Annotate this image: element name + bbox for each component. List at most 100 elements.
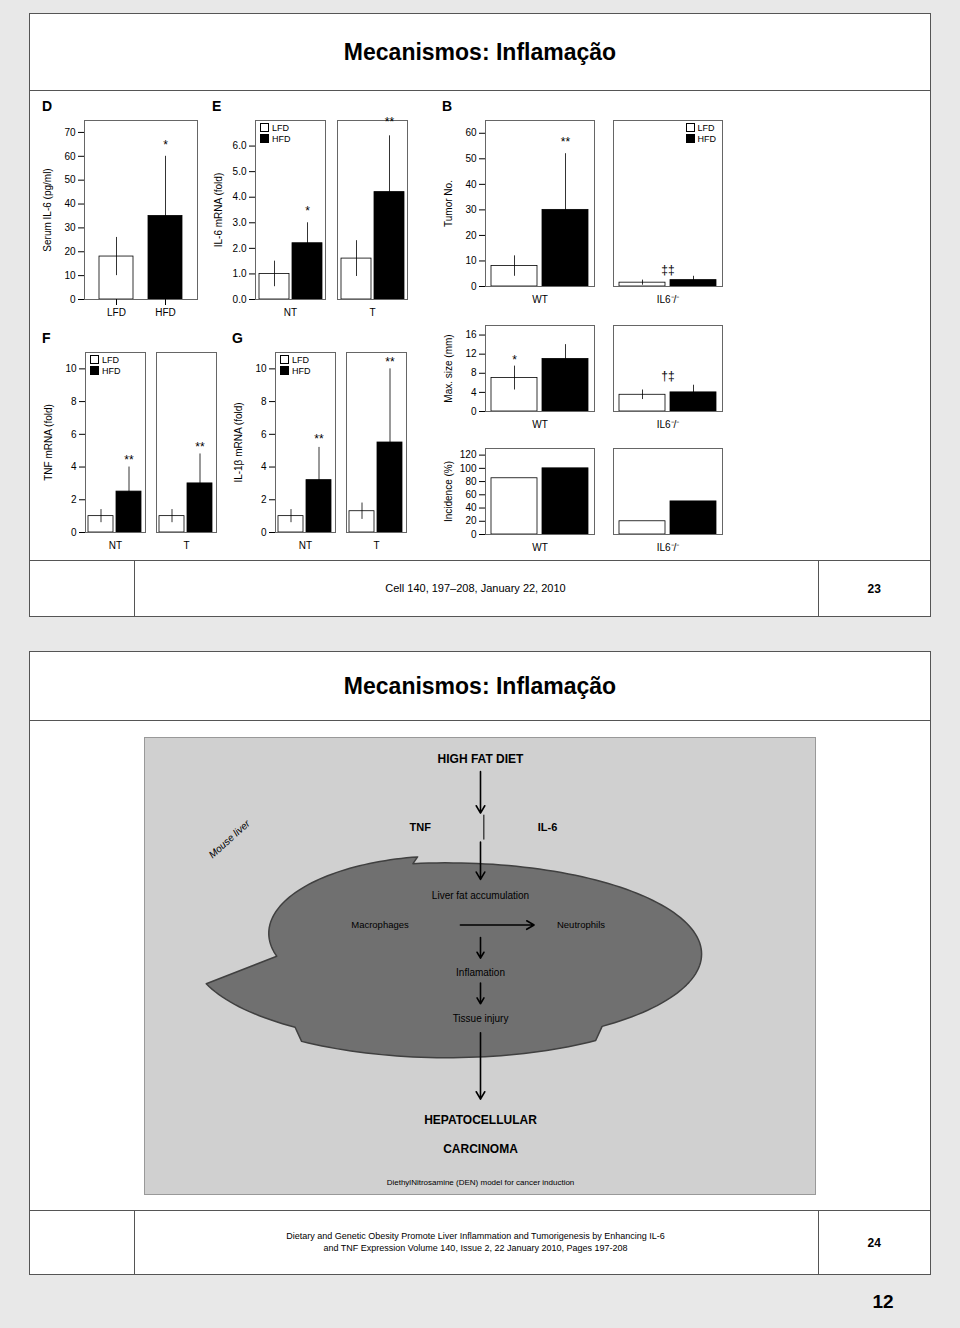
svg-text:5.0: 5.0: [233, 166, 247, 177]
html-text:Mecanismos: Inflamação: Mecanismos: Inflamação: [343, 672, 617, 699]
svg-text:0: 0: [71, 527, 77, 538]
svg-text:NT: NT: [284, 307, 297, 318]
svg-text:HIGH FAT DIET: HIGH FAT DIET: [438, 752, 524, 766]
svg-text:0: 0: [471, 529, 477, 540]
svg-text:4.0: 4.0: [233, 191, 247, 202]
svg-text:IL6⁻/⁻: IL6⁻/⁻: [657, 542, 681, 553]
svg-text:20: 20: [465, 230, 477, 241]
svg-text:WT: WT: [532, 419, 548, 430]
svg-text:80: 80: [465, 476, 477, 487]
svg-text:4: 4: [471, 387, 477, 398]
html-text:B: B: [442, 98, 453, 114]
svg-text:HFD: HFD: [155, 307, 176, 318]
svg-text:*: *: [512, 353, 517, 367]
svg-text:CARCINOMA: CARCINOMA: [443, 1142, 518, 1156]
svg-text:40: 40: [465, 179, 477, 190]
svg-text:**: **: [195, 440, 205, 454]
svg-text:2: 2: [261, 494, 267, 505]
svg-text:8: 8: [471, 367, 477, 378]
svg-text:**: **: [124, 453, 134, 467]
svg-text:**: **: [385, 115, 395, 129]
svg-text:Tumor No.: Tumor No.: [443, 180, 454, 227]
svg-text:2: 2: [71, 494, 77, 505]
svg-text:100: 100: [460, 463, 477, 474]
svg-text:Serum IL-6 (pg/ml): Serum IL-6 (pg/ml): [42, 168, 53, 251]
svg-text:0: 0: [471, 281, 477, 292]
html-text:G: G: [232, 330, 243, 346]
svg-text:‡‡: ‡‡: [661, 263, 674, 277]
html-text:23: 23: [867, 581, 881, 596]
svg-text:TNF: TNF: [410, 821, 432, 833]
svg-text:Macrophages: Macrophages: [351, 919, 409, 930]
html-text:D: D: [42, 98, 53, 114]
svg-text:70: 70: [64, 127, 76, 138]
svg-text:Inflamation: Inflamation: [456, 967, 505, 978]
svg-text:6.0: 6.0: [233, 140, 247, 151]
svg-text:10: 10: [65, 363, 77, 374]
svg-text:60: 60: [465, 127, 477, 138]
svg-text:**: **: [561, 135, 571, 149]
svg-text:16: 16: [465, 329, 477, 340]
svg-text:IL6⁻/⁻: IL6⁻/⁻: [657, 294, 681, 305]
svg-text:8: 8: [261, 396, 267, 407]
svg-text:2.0: 2.0: [233, 243, 247, 254]
svg-text:Mouse liver: Mouse liver: [206, 817, 252, 860]
svg-text:IL-6 mRNA (fold): IL-6 mRNA (fold): [213, 173, 224, 247]
svg-text:*: *: [163, 138, 168, 152]
svg-text:1.0: 1.0: [233, 268, 247, 279]
svg-text:NT: NT: [299, 540, 312, 551]
svg-text:0.0: 0.0: [233, 294, 247, 305]
svg-text:10: 10: [465, 255, 477, 266]
svg-text:20: 20: [64, 246, 76, 257]
svg-text:Incidence (%): Incidence (%): [443, 461, 454, 522]
svg-text:*: *: [305, 204, 310, 218]
svg-text:40: 40: [465, 502, 477, 513]
svg-text:IL-1β mRNA (fold): IL-1β mRNA (fold): [233, 402, 244, 482]
html-text:24: 24: [867, 1235, 881, 1250]
svg-text:IL6⁻/⁻: IL6⁻/⁻: [657, 419, 681, 430]
svg-text:DiethylNitrosamine (DEN) model: DiethylNitrosamine (DEN) model for cance…: [387, 1178, 575, 1187]
svg-text:Neutrophils: Neutrophils: [557, 919, 605, 930]
svg-text:**: **: [314, 432, 324, 446]
svg-text:**: **: [385, 355, 395, 369]
svg-text:Tissue injury: Tissue injury: [453, 1013, 509, 1024]
svg-text:0: 0: [261, 527, 267, 538]
svg-text:8: 8: [71, 396, 77, 407]
svg-text:30: 30: [64, 222, 76, 233]
svg-text:3.0: 3.0: [233, 217, 247, 228]
svg-text:6: 6: [71, 429, 77, 440]
svg-text:NT: NT: [109, 540, 122, 551]
svg-text:WT: WT: [532, 294, 548, 305]
svg-text:50: 50: [64, 174, 76, 185]
svg-text:TNF mRNA (fold): TNF mRNA (fold): [43, 404, 54, 481]
svg-text:0: 0: [70, 294, 76, 305]
svg-text:40: 40: [64, 198, 76, 209]
svg-text:Liver fat accumulation: Liver fat accumulation: [432, 890, 529, 901]
svg-text:6: 6: [261, 429, 267, 440]
html-text:12: 12: [872, 1291, 894, 1312]
html-text:Mecanismos: Inflamação: Mecanismos: Inflamação: [343, 38, 617, 65]
html-text:Dietary and Genetic Obesity Pr: Dietary and Genetic Obesity Promote Live…: [286, 1230, 665, 1253]
svg-text:30: 30: [465, 204, 477, 215]
svg-text:Max. size (mm): Max. size (mm): [443, 334, 454, 402]
svg-text:10: 10: [64, 270, 76, 281]
svg-text:LFD: LFD: [107, 307, 126, 318]
svg-text:HEPATOCELLULAR: HEPATOCELLULAR: [424, 1113, 537, 1127]
svg-text:IL-6: IL-6: [538, 821, 558, 833]
svg-text:50: 50: [465, 153, 477, 164]
svg-text:12: 12: [465, 348, 477, 359]
svg-text:4: 4: [261, 461, 267, 472]
svg-text:T: T: [183, 540, 189, 551]
svg-text:T: T: [369, 307, 375, 318]
svg-text:60: 60: [64, 151, 76, 162]
svg-text:†‡: †‡: [661, 369, 674, 383]
svg-text:T: T: [373, 540, 379, 551]
svg-text:10: 10: [255, 363, 267, 374]
html-text:Cell 140, 197–208, January 22,: Cell 140, 197–208, January 22, 2010: [385, 582, 566, 595]
svg-text:60: 60: [465, 489, 477, 500]
svg-text:4: 4: [71, 461, 77, 472]
svg-text:0: 0: [471, 406, 477, 417]
svg-text:WT: WT: [532, 542, 548, 553]
svg-text:20: 20: [465, 515, 477, 526]
svg-text:120: 120: [460, 449, 477, 460]
